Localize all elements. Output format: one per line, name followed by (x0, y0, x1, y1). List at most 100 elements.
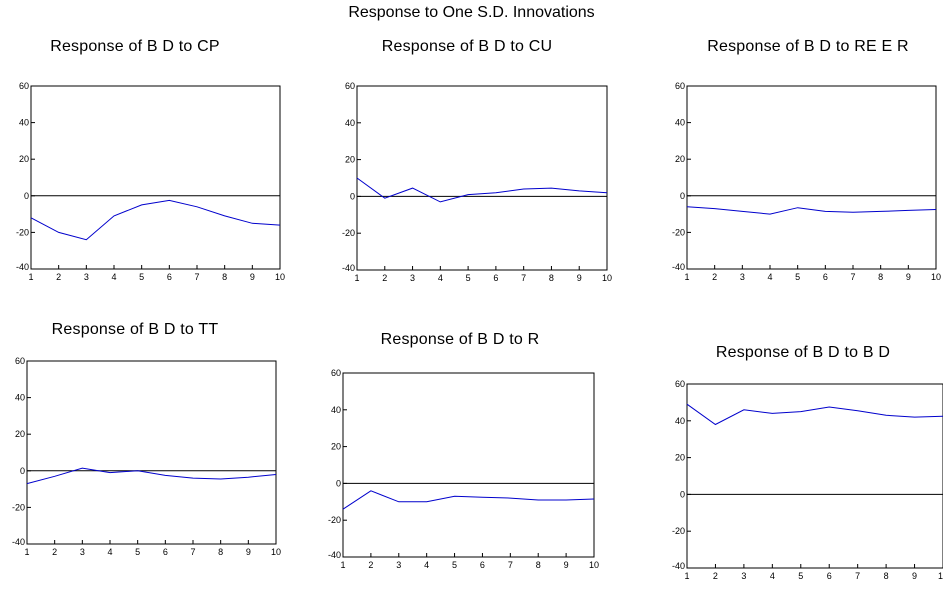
response-line (356, 177, 608, 203)
x-tick-label: 3 (84, 272, 89, 282)
response-line (30, 199, 281, 241)
y-tick-label: 0 (24, 191, 29, 201)
y-tick-label: -40 (672, 262, 685, 272)
chart-panel-bd-to-bd: Response of B D to B D -40 -20 0 20 40 60 1 2 3 4… (652, 344, 943, 594)
y-tick-label: -40 (12, 537, 25, 547)
x-tick-label: 9 (912, 571, 917, 581)
x-tick-label: 3 (741, 571, 746, 581)
x-tick-label: 2 (712, 272, 717, 282)
chart-title: Response of B D to TT (51, 321, 219, 338)
y-tick-label: -40 (672, 561, 685, 571)
chart-title: Response of B D to B D (715, 344, 891, 361)
x-tick-label: 1 (354, 273, 359, 283)
y-tick-label: 0 (680, 191, 685, 201)
response-line (26, 467, 277, 485)
x-tick-label: 8 (536, 560, 541, 570)
x-tick-label: 7 (508, 560, 513, 570)
x-tick-label: 1 (24, 547, 29, 557)
chart-plot: -40 -20 0 20 40 60 1 2 3 4 5 6 7 8 9 10 (672, 379, 943, 581)
x-tick-label: 9 (564, 560, 569, 570)
x-tick-label: 1 (684, 571, 689, 581)
plot-frame (342, 372, 595, 558)
y-tick-label: -20 (16, 227, 29, 237)
x-tick-label: 2 (52, 547, 57, 557)
chart-plot: -40 -20 0 20 40 60 1 2 3 4 5 6 7 8 9 10 (12, 356, 281, 557)
x-tick-label: 4 (767, 272, 772, 282)
x-tick-label: 9 (906, 272, 911, 282)
x-tick-label: 8 (218, 547, 223, 557)
y-tick-label: 60 (19, 81, 29, 91)
chart-plot: -40 -20 0 20 40 60 1 2 3 4 5 6 7 8 9 10 (342, 81, 612, 283)
x-tick-label: 5 (798, 571, 803, 581)
chart-panel-bd-to-tt: Response of B D to TT -40 -20 0 20 40 60 1 2 3 4 5… (0, 321, 290, 571)
chart-plot: -40 -20 0 20 40 60 1 2 3 4 5 6 7 8 9 10 (16, 81, 285, 282)
x-tick-label: 10 (931, 272, 941, 282)
y-tick-label: -20 (672, 227, 685, 237)
x-tick-label: 4 (107, 547, 112, 557)
chart-title: Response of B D to CP (50, 38, 220, 55)
y-tick-label: 40 (19, 118, 29, 128)
chart-panel-bd-to-cu: Response of B D to CU -40 -20 0 20 40 60 1 2 3 4 5… (330, 38, 620, 288)
x-tick-label: 5 (795, 272, 800, 282)
x-tick-label: 10 (602, 273, 612, 283)
x-tick-label: 10 (275, 272, 285, 282)
y-tick-label: -20 (672, 526, 685, 536)
y-tick-label: 20 (345, 155, 355, 165)
x-tick-label: 4 (770, 571, 775, 581)
y-tick-label: -40 (328, 550, 341, 560)
y-tick-label: 20 (19, 154, 29, 164)
y-tick-label: 0 (680, 489, 685, 499)
y-tick-label: 60 (675, 379, 685, 389)
y-tick-label: 20 (675, 453, 685, 463)
y-tick-label: -20 (12, 502, 25, 512)
x-tick-label: 2 (382, 273, 387, 283)
x-tick-label: 3 (410, 273, 415, 283)
y-tick-label: 0 (350, 191, 355, 201)
x-tick-label: 3 (396, 560, 401, 570)
x-tick-label: 1 (28, 272, 33, 282)
y-tick-label: -40 (16, 262, 29, 272)
x-tick-label: 8 (549, 273, 554, 283)
y-tick-label: 40 (331, 405, 341, 415)
chart-title: Response of B D to CU (381, 38, 553, 55)
x-tick-label: 4 (111, 272, 116, 282)
y-tick-label: 40 (675, 118, 685, 128)
x-tick-label: 2 (368, 560, 373, 570)
x-tick-label: 2 (713, 571, 718, 581)
figure-title: Response to One S.D. Innovations (348, 4, 595, 21)
x-tick-label: 10 (589, 560, 599, 570)
x-tick-label: 6 (827, 571, 832, 581)
y-tick-label: -40 (342, 263, 355, 273)
y-tick-label: 20 (15, 429, 25, 439)
chart-plot: -40 -20 0 20 40 60 1 2 3 4 5 6 7 8 9 10 (672, 81, 941, 282)
chart-panel-bd-to-r: Response of B D to R -40 -20 0 20 40 60 1 2 3 4 5 6… (320, 331, 610, 581)
x-tick-label: 6 (163, 547, 168, 557)
chart-panel-bd-to-cp: Response of B D to CP -40 -20 0 20 40 60 1 2 3 4 5… (0, 38, 290, 288)
x-tick-label: 8 (878, 272, 883, 282)
x-tick-label: 7 (194, 272, 199, 282)
x-tick-label: 6 (167, 272, 172, 282)
x-tick-label: 5 (452, 560, 457, 570)
y-tick-label: 60 (345, 81, 355, 91)
chart-title: Response of B D to RE E R (707, 38, 909, 55)
y-tick-label: 60 (675, 81, 685, 91)
y-tick-label: 20 (675, 154, 685, 164)
x-tick-label: 3 (740, 272, 745, 282)
x-tick-label: 2 (56, 272, 61, 282)
x-tick-label: 1 (340, 560, 345, 570)
response-line (342, 490, 595, 510)
x-tick-label: 10 (271, 547, 281, 557)
x-tick-label: 9 (577, 273, 582, 283)
x-tick-label: 6 (493, 273, 498, 283)
y-tick-label: -20 (328, 515, 341, 525)
x-tick-label: 7 (850, 272, 855, 282)
x-tick-label: 7 (855, 571, 860, 581)
plot-frame (686, 383, 943, 569)
plot-frame (686, 85, 937, 270)
chart-title: Response of B D to R (380, 331, 540, 348)
y-tick-label: 60 (15, 356, 25, 366)
y-tick-label: 40 (15, 393, 25, 403)
plot-frame (30, 85, 281, 270)
response-line (686, 403, 943, 426)
y-tick-label: 0 (20, 466, 25, 476)
